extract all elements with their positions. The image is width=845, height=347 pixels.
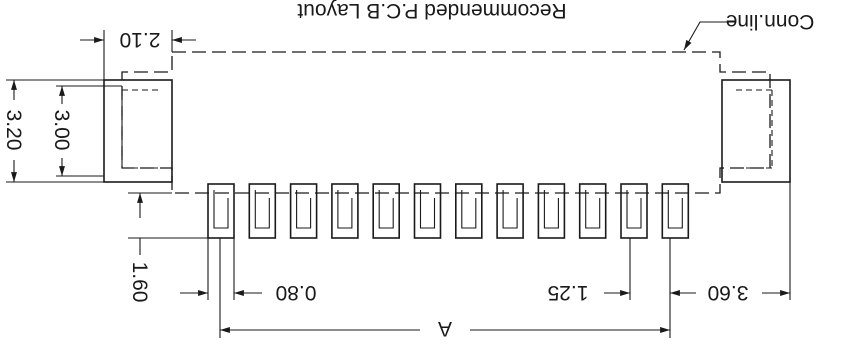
svg-text:3.00: 3.00 [50, 110, 73, 151]
svg-text:A: A [438, 317, 452, 340]
svg-text:1.60: 1.60 [128, 262, 151, 303]
signal-pad [454, 183, 483, 239]
dim-3-20: 3.20 [2, 79, 104, 183]
svg-text:Conn.line: Conn.line [726, 10, 815, 33]
dim-0-80: 0.80 [180, 238, 316, 304]
svg-text:2.10: 2.10 [120, 28, 161, 51]
signal-pads [207, 183, 690, 239]
signal-pad [248, 183, 277, 239]
svg-text:3.60: 3.60 [708, 281, 749, 304]
signal-pad [620, 183, 648, 239]
connector-outline [121, 51, 771, 194]
svg-text:Recommended P.C.B Layout: Recommended P.C.B Layout [297, 0, 566, 22]
svg-text:3.20: 3.20 [2, 110, 25, 151]
dim-1-25: 1.25 [548, 238, 696, 338]
signal-pad [413, 183, 442, 239]
title-text: Recommended P.C.B Layout [297, 0, 566, 22]
signal-pad [578, 183, 607, 239]
dim-3-60: 3.60 [708, 182, 791, 304]
signal-pad [661, 183, 690, 239]
signal-pad [372, 183, 401, 239]
dim-3-00: 3.00 [50, 85, 122, 177]
svg-text:1.25: 1.25 [548, 281, 589, 304]
dim-A: A [219, 238, 670, 340]
conn-line-label: Conn.line [726, 10, 815, 33]
signal-pad [207, 183, 235, 239]
signal-pad [496, 183, 524, 239]
left-mounting-pad [103, 79, 173, 183]
right-mounting-pad [721, 79, 791, 183]
signal-pad [289, 183, 318, 239]
conn-line-leader [683, 21, 735, 51]
svg-text:0.80: 0.80 [276, 281, 317, 304]
dim-2-10: 2.10 [80, 28, 196, 80]
signal-pad [537, 183, 566, 239]
dim-1-60: 1.60 [128, 192, 208, 303]
signal-pad [331, 183, 359, 239]
